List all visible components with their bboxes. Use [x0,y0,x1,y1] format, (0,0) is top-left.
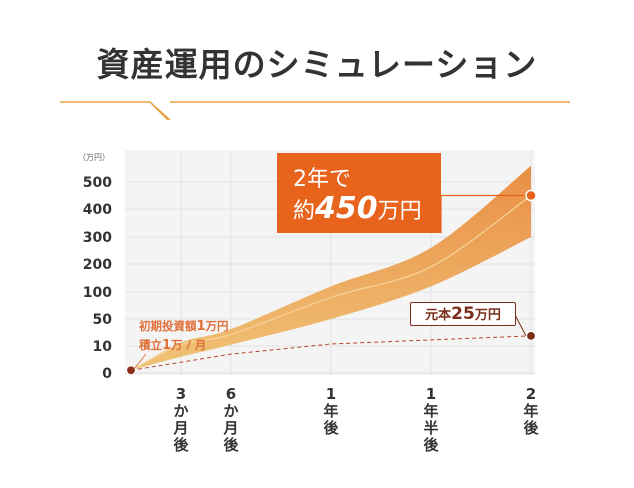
y-unit-label: （万円） [78,153,110,162]
y-tick-label: 500 [83,175,112,191]
initial-line2-prefix: 積立 [139,338,162,352]
page-title: 資産運用のシミュレーション [96,45,538,84]
initial-line2-amount: 1 [162,338,172,353]
y-tick-label: 300 [83,230,112,246]
origin-point [125,365,137,376]
initial-line1-suffix: 万円 [205,319,229,333]
callout-line1: 2年で [293,167,351,192]
initial-line1-amount: 1 [196,319,206,334]
initial-line2: 積立1万 / 月 [139,336,229,355]
y-tick-label: 100 [83,285,112,301]
y-tick-label: 10 [93,339,113,355]
y-tick-label: 0 [102,366,112,382]
y-tick-label: 400 [83,202,112,218]
callout-amount: 450 [315,191,378,226]
callout-final-value: 2年で 約450万円 [277,153,441,233]
principal-connector [513,312,527,337]
initial-line1-prefix: 初期投資額 [139,319,197,333]
callout-prefix: 約 [293,199,316,224]
projection-band [131,165,531,371]
initial-line2-suffix: 万 / 月 [171,338,207,352]
principal-label: 元本25万円 [410,302,516,326]
callout-suffix: 万円 [377,199,422,224]
initial-investment-label: 初期投資額1万円 積立1万 / 月 [139,317,229,355]
principal-suffix: 万円 [474,308,501,323]
expected-series-line [130,195,532,371]
principal-prefix: 元本 [425,308,452,323]
principal-amount: 25 [451,304,475,324]
y-tick-label: 200 [83,257,112,273]
title-underline [60,101,570,121]
callout-line2: 約450万円 [293,191,422,226]
principal-series-line [130,335,532,371]
final-principal-point [525,330,537,341]
initial-line1: 初期投資額1万円 [139,317,229,336]
final-expected-point [525,189,537,202]
initial-label-connector [133,353,147,370]
y-tick-label: 50 [93,312,113,328]
